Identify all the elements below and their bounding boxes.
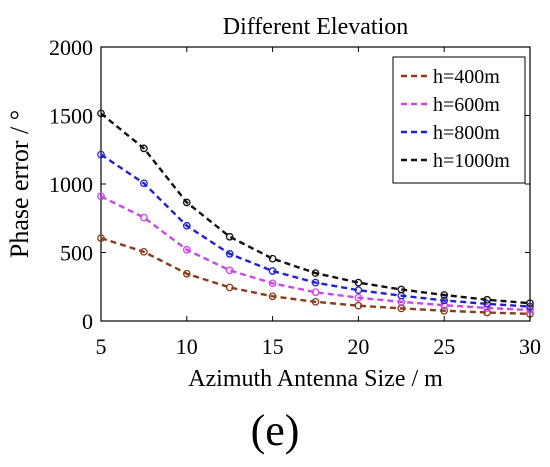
panel-label: (e) — [250, 406, 300, 455]
data-point — [354, 293, 363, 302]
chart-title: Different Elevation — [223, 14, 408, 40]
data-point — [182, 269, 191, 278]
x-tick-label: 25 — [433, 334, 455, 359]
data-point — [268, 267, 277, 275]
data-point — [97, 109, 105, 118]
data-point — [440, 291, 449, 299]
series-line — [100, 153, 531, 308]
x-tick-label: 10 — [176, 334, 198, 359]
y-tick-label: 1000 — [49, 172, 93, 197]
series-line — [100, 195, 531, 312]
data-point — [354, 286, 363, 295]
data-point — [225, 232, 234, 241]
data-point — [97, 234, 105, 242]
data-point — [354, 301, 363, 310]
data-point — [182, 221, 191, 230]
legend-entry: h=1000m — [433, 150, 510, 172]
y-tick-label: 1500 — [49, 104, 93, 129]
data-point — [483, 308, 491, 317]
data-point — [225, 266, 234, 275]
data-point — [354, 278, 363, 287]
y-tick-label: 0 — [82, 309, 93, 334]
data-point — [182, 198, 191, 207]
x-axis-label: Azimuth Antenna Size / m — [188, 366, 443, 392]
axes-layer: 5 10 15 20 25 30 0 500 1000 1500 2000 Different Ele… — [5, 14, 541, 392]
data-point — [440, 301, 449, 310]
data-point — [311, 297, 320, 306]
legend-entry: h=600m — [433, 94, 500, 116]
legend: h=400m h=600m h=800m h=1000m — [392, 56, 526, 184]
data-point — [483, 295, 491, 304]
data-point — [526, 299, 534, 308]
data-point — [97, 192, 105, 201]
data-point — [182, 245, 191, 254]
data-point — [268, 279, 277, 288]
data-point — [140, 247, 148, 256]
x-tick-label: 20 — [347, 334, 369, 359]
series-layer — [97, 109, 534, 318]
data-point — [526, 302, 534, 311]
data-point — [440, 296, 449, 305]
series-line — [100, 112, 531, 305]
series-h=400m — [97, 234, 534, 318]
data-point — [140, 144, 148, 153]
data-point — [311, 278, 320, 287]
data-point — [225, 283, 234, 292]
y-axis-label: Phase error / ° — [5, 110, 34, 258]
legend-entry: h=800m — [433, 122, 500, 144]
x-tick-label: 30 — [519, 334, 541, 359]
data-point — [311, 269, 320, 277]
x-tick-label: 5 — [96, 334, 107, 359]
legend-box — [392, 56, 526, 184]
series-h=1000m — [97, 109, 534, 308]
series-line — [100, 236, 531, 316]
data-point — [140, 179, 148, 188]
data-point — [440, 306, 449, 315]
y-tick-label: 2000 — [49, 35, 93, 60]
data-point — [268, 292, 277, 301]
series-h=800m — [97, 150, 534, 311]
data-point — [140, 213, 148, 222]
legend-entry: h=400m — [433, 66, 500, 88]
y-tick-label: 500 — [60, 241, 93, 266]
data-point — [268, 254, 277, 263]
data-point — [311, 288, 320, 297]
data-point — [97, 150, 105, 159]
data-point — [483, 304, 491, 312]
data-point — [397, 285, 406, 294]
data-point — [225, 250, 234, 258]
data-point — [483, 300, 491, 308]
x-tick-label: 15 — [262, 334, 284, 359]
